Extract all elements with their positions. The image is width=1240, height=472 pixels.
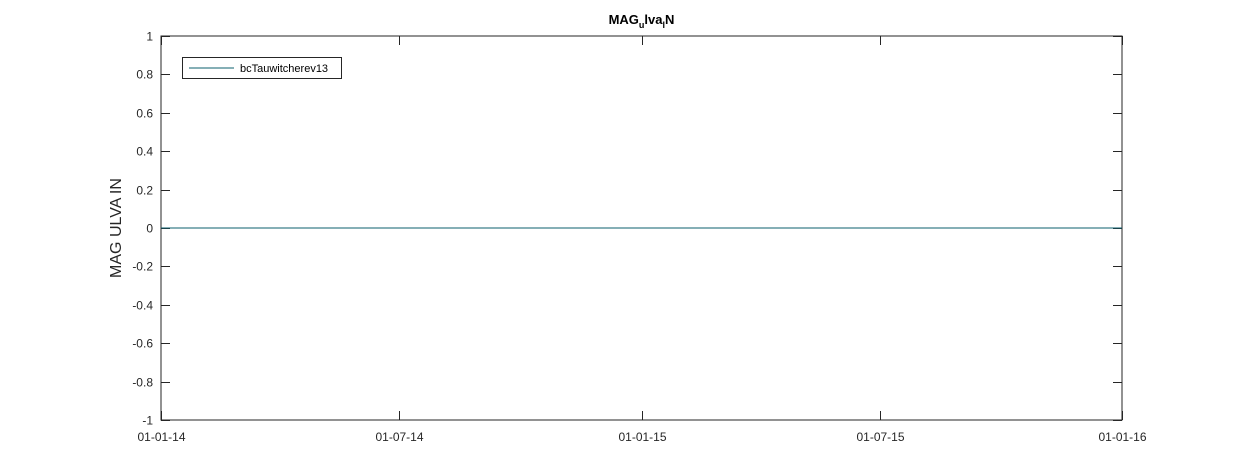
x-tick-label: 01-01-15 <box>618 430 666 444</box>
x-axis: 01-01-14 01-07-14 01-01-15 01-07-15 01-01-16 <box>137 36 1147 444</box>
legend: bcTauwitcherev13 <box>182 57 342 79</box>
y-tick-label: 1 <box>146 30 153 44</box>
x-tick-label: 01-07-14 <box>375 430 423 444</box>
y-tick-label: 0.8 <box>136 68 153 82</box>
chart-title: MAGulvalN <box>609 12 675 30</box>
title-part: lva <box>644 12 663 27</box>
y-tick-label: -0.6 <box>132 337 153 351</box>
legend-box <box>182 57 342 79</box>
x-tick-label: 01-01-16 <box>1098 430 1146 444</box>
y-tick-label: 0.4 <box>136 145 153 159</box>
title-subscript: u <box>639 20 645 30</box>
x-tick-label: 01-01-14 <box>137 430 185 444</box>
y-tick-label: 0.2 <box>136 184 153 198</box>
y-tick-label: -0.8 <box>132 376 153 390</box>
y-tick-label: -0.2 <box>132 260 153 274</box>
legend-label: bcTauwitcherev13 <box>240 63 328 75</box>
title-part: MAG <box>609 12 639 27</box>
y-tick-label: -1 <box>142 414 153 428</box>
y-axis-label: MAG ULVA IN <box>108 178 125 278</box>
title-part: N <box>665 12 674 27</box>
title-subscript: l <box>663 20 666 30</box>
y-tick-label: 0.6 <box>136 107 153 121</box>
x-tick-label: 01-07-15 <box>856 430 904 444</box>
y-tick-label: -0.4 <box>132 299 153 313</box>
y-tick-label: 0 <box>146 222 153 236</box>
